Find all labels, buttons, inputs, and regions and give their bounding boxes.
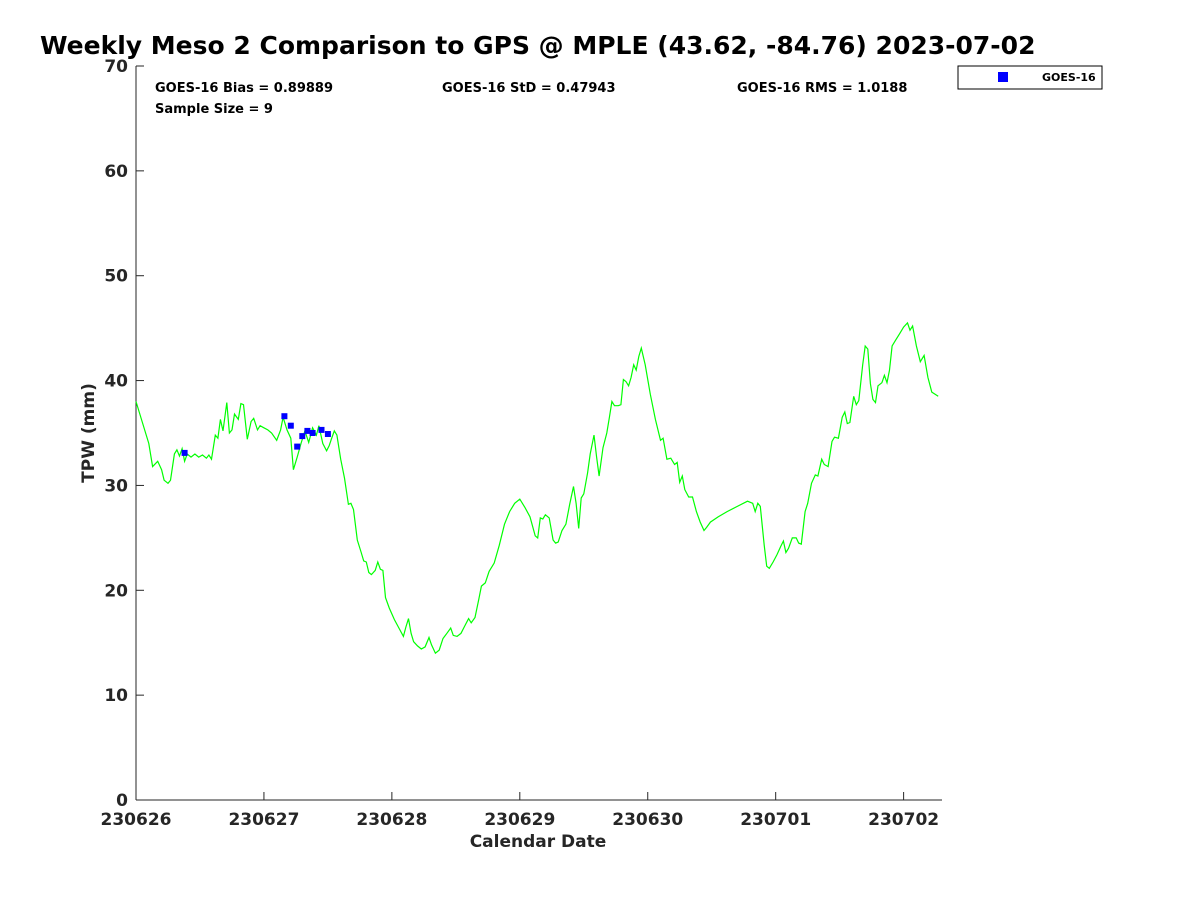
y-tick-label-20: 20 xyxy=(104,581,128,601)
goes16-point-4 xyxy=(299,433,306,440)
gps-series-line xyxy=(135,321,939,655)
goes16-marker-layer xyxy=(181,413,331,456)
axes: 0 10 20 30 40 50 60 70 230626 230627 230628 230629 2… xyxy=(101,57,942,830)
x-tick-label-4: 230630 xyxy=(612,810,683,830)
stat-bias: GOES-16 Bias = 0.89889 xyxy=(155,81,333,96)
goes16-point-7 xyxy=(318,426,325,433)
goes16-point-2 xyxy=(287,422,294,429)
y-axis-label: TPW (mm) xyxy=(79,383,99,483)
y-tick-label-40: 40 xyxy=(104,372,128,392)
goes16-point-3 xyxy=(294,443,301,450)
y-tick-label-50: 50 xyxy=(104,267,128,287)
legend-label-goes16: GOES-16 xyxy=(1042,71,1096,84)
x-tick-label-5: 230701 xyxy=(740,810,811,830)
stat-rms: GOES-16 RMS = 1.0188 xyxy=(737,81,907,96)
x-tick-label-0: 230626 xyxy=(101,810,172,830)
y-tick-label-10: 10 xyxy=(104,686,128,706)
legend: GOES-16 xyxy=(957,65,1103,90)
y-tick-label-70: 70 xyxy=(104,57,128,77)
gps-line-layer xyxy=(135,321,939,655)
chart-title: Weekly Meso 2 Comparison to GPS @ MPLE (… xyxy=(40,31,1035,60)
x-tick-label-1: 230627 xyxy=(228,810,299,830)
goes16-point-8 xyxy=(324,431,331,437)
y-tick-label-60: 60 xyxy=(104,162,128,182)
goes16-point-6 xyxy=(309,430,316,436)
x-axis-label: Calendar Date xyxy=(470,832,607,852)
x-tick-label-3: 230629 xyxy=(484,810,555,830)
goes16-point-5 xyxy=(304,427,311,434)
stat-std: GOES-16 StD = 0.47943 xyxy=(442,81,616,96)
goes16-point-0 xyxy=(181,449,188,456)
legend-marker-goes16 xyxy=(998,72,1008,82)
x-tick-label-2: 230628 xyxy=(356,810,427,830)
x-tick-label-6: 230702 xyxy=(868,810,939,830)
legend-box xyxy=(957,65,1103,90)
stat-sample-size: Sample Size = 9 xyxy=(155,102,273,117)
y-tick-label-30: 30 xyxy=(104,476,128,496)
y-tick-label-0: 0 xyxy=(116,791,128,811)
goes16-point-1 xyxy=(281,413,288,420)
